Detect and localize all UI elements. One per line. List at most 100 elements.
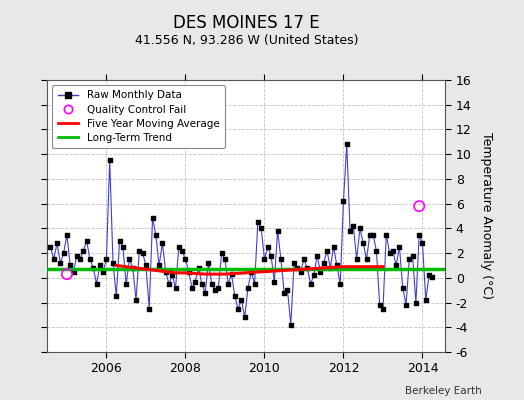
Point <box>330 244 338 250</box>
Point <box>208 281 216 287</box>
Point <box>89 265 97 271</box>
Point <box>214 284 223 291</box>
Point <box>310 272 318 278</box>
Point <box>63 231 71 238</box>
Point <box>184 268 193 275</box>
Point <box>201 290 210 296</box>
Point <box>422 297 430 303</box>
Point <box>122 281 130 287</box>
Point <box>161 268 170 275</box>
Point <box>260 256 269 262</box>
Point <box>181 256 190 262</box>
Point <box>241 314 249 320</box>
Point <box>82 238 91 244</box>
Point <box>320 260 328 266</box>
Point <box>408 252 417 259</box>
Point <box>178 248 187 254</box>
Point <box>224 281 233 287</box>
Point <box>46 244 54 250</box>
Point <box>73 252 81 259</box>
Point <box>63 271 71 277</box>
Point <box>362 256 370 262</box>
Point <box>231 293 239 300</box>
Point <box>412 299 420 306</box>
Point <box>326 265 334 271</box>
Point <box>76 256 84 262</box>
Point <box>349 223 357 229</box>
Text: 41.556 N, 93.286 W (United States): 41.556 N, 93.286 W (United States) <box>135 34 358 47</box>
Point <box>234 306 242 312</box>
Point <box>323 248 331 254</box>
Point <box>194 265 203 271</box>
Point <box>198 281 206 287</box>
Point <box>92 281 101 287</box>
Point <box>382 231 390 238</box>
Point <box>346 228 354 234</box>
Point <box>267 252 275 259</box>
Point <box>125 256 134 262</box>
Point <box>145 306 154 312</box>
Point <box>264 244 272 250</box>
Point <box>300 256 308 262</box>
Point <box>135 248 144 254</box>
Point <box>379 306 387 312</box>
Point <box>257 225 265 232</box>
Point <box>303 265 311 271</box>
Point <box>115 238 124 244</box>
Point <box>405 256 413 262</box>
Point <box>50 256 58 262</box>
Point <box>174 244 183 250</box>
Point <box>66 262 74 269</box>
Point <box>356 225 364 232</box>
Point <box>428 273 436 280</box>
Y-axis label: Temperature Anomaly (°C): Temperature Anomaly (°C) <box>479 132 493 300</box>
Point <box>102 256 111 262</box>
Point <box>86 256 94 262</box>
Point <box>343 141 351 148</box>
Point <box>385 250 394 256</box>
Point <box>283 287 292 293</box>
Point <box>415 203 423 209</box>
Point <box>250 281 259 287</box>
Point <box>188 284 196 291</box>
Point <box>165 281 173 287</box>
Point <box>56 260 64 266</box>
Point <box>389 248 397 254</box>
Point <box>313 252 321 259</box>
Point <box>204 260 213 266</box>
Point <box>69 268 78 275</box>
Point <box>274 228 282 234</box>
Point <box>290 260 298 266</box>
Text: DES MOINES 17 E: DES MOINES 17 E <box>173 14 320 32</box>
Point <box>53 240 61 246</box>
Point <box>372 248 380 254</box>
Point <box>211 287 219 293</box>
Point <box>353 256 361 262</box>
Point <box>59 250 68 256</box>
Point <box>254 219 262 225</box>
Point <box>287 322 295 328</box>
Point <box>415 231 423 238</box>
Point <box>359 240 367 246</box>
Point <box>171 284 180 291</box>
Point <box>307 281 315 287</box>
Point <box>280 290 288 296</box>
Point <box>191 278 200 285</box>
Point <box>141 262 150 269</box>
Point <box>168 272 177 278</box>
Legend: Raw Monthly Data, Quality Control Fail, Five Year Moving Average, Long-Term Tren: Raw Monthly Data, Quality Control Fail, … <box>52 85 225 148</box>
Point <box>155 262 163 269</box>
Point <box>237 297 246 303</box>
Point <box>270 278 279 285</box>
Point <box>333 262 341 269</box>
Point <box>293 265 301 271</box>
Point <box>221 256 229 262</box>
Point <box>399 284 407 291</box>
Point <box>128 265 137 271</box>
Text: Berkeley Earth: Berkeley Earth <box>406 386 482 396</box>
Point <box>336 281 344 287</box>
Point <box>227 271 236 277</box>
Point <box>277 256 285 262</box>
Point <box>112 293 121 300</box>
Point <box>96 262 104 269</box>
